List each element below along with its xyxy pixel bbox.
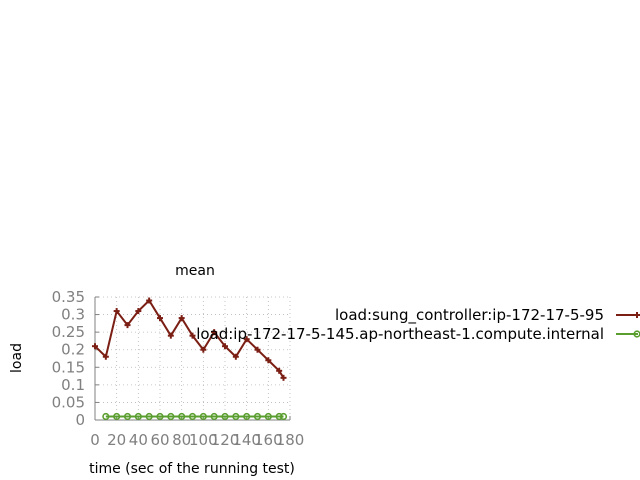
legend-label-2: load:ip-172-17-5-145.ap-northeast-1.comp… [196,325,604,343]
data-point [113,308,120,315]
x-tick-label: 120 [211,431,240,449]
x-tick-label: 0 [90,431,100,449]
data-point [178,412,186,421]
y-tick-label: 0.1 [61,376,85,394]
y-tick-label: 0.3 [61,306,85,324]
data-point [279,412,288,421]
data-point [146,297,153,304]
data-point [123,412,132,421]
data-point [92,343,98,350]
data-point [254,346,261,353]
legend: load:sung_controller:ip-172-17-5-95load:… [196,306,640,343]
data-point [188,412,197,421]
data-point [211,329,218,336]
y-tick-label: 0.25 [52,323,85,341]
data-point [134,412,142,421]
x-tick-label: 40 [129,431,148,449]
chart-title: mean [175,263,215,279]
data-point [102,353,109,360]
data-point [280,374,287,381]
data-point [264,412,272,421]
x-tick-label: 100 [189,431,218,449]
y-tick-label: 0 [75,411,85,429]
data-point [113,412,121,421]
data-point [221,412,229,421]
y-tick-label: 0.15 [52,358,85,376]
data-point [275,412,283,421]
data-point [167,332,174,339]
data-point [222,343,228,350]
x-axis-label: time (sec of the running test) [89,461,295,477]
y-axis-label: load [9,343,25,373]
data-point [189,332,196,339]
x-tick-label: 60 [150,431,169,449]
data-point [276,367,283,374]
tick-labels: 00.050.10.150.20.250.30.350 20 40 60 8010012… [52,288,305,449]
x-tick-label: 140 [232,431,261,449]
y-tick-label: 0.2 [61,341,85,359]
x-tick-label: 20 [107,431,126,449]
data-point [243,412,251,421]
data-point [232,412,240,421]
data-point [210,412,218,421]
y-tick-label: 0.05 [52,393,85,411]
data-point [178,315,185,322]
x-tick-label: 160 [254,431,283,449]
data-point [124,322,131,329]
data-point [135,308,142,315]
grid-lines [95,296,291,420]
axes [94,296,291,421]
data-point [145,412,153,421]
data-point [156,412,164,421]
data-point [199,412,207,421]
data-point [253,412,262,421]
data-point [243,336,250,343]
x-tick-label: 80 [172,431,191,449]
y-tick-label: 0.35 [52,288,85,306]
x-tick-label: 180 [276,431,305,449]
data-point [265,357,272,364]
data-point [157,315,163,322]
series-group [92,297,288,421]
data-point [200,346,207,353]
legend-label-1: load:sung_controller:ip-172-17-5-95 [335,306,604,325]
data-point [167,412,175,421]
legend-marker-1 [634,312,640,318]
data-point [102,412,110,421]
data-point [232,353,239,360]
